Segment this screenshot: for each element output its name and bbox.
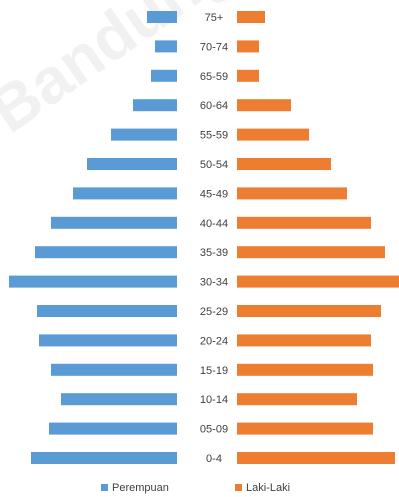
bar-perempuan-10-14 <box>61 393 177 406</box>
bar-laki-laki-65-59 <box>237 69 259 82</box>
bar-laki-laki-70-74 <box>237 40 259 53</box>
bar-laki-laki-15-19 <box>237 363 373 376</box>
age-label-30-34: 30-34 <box>200 277 228 289</box>
age-label-05-09: 05-09 <box>200 424 228 436</box>
age-label-0-4: 0-4 <box>206 453 222 465</box>
age-label-55-59: 55-59 <box>200 130 228 142</box>
bar-laki-laki-05-09 <box>237 422 373 435</box>
bar-laki-laki-45-49 <box>237 187 347 200</box>
legend-label-perempuan: Perempuan <box>112 482 169 494</box>
legend-label-laki-laki: Laki-Laki <box>246 482 290 494</box>
bar-perempuan-0-4 <box>31 452 177 464</box>
legend-swatch-perempuan <box>101 484 108 491</box>
age-label-10-14: 10-14 <box>200 394 228 406</box>
age-label-65-59: 65-59 <box>200 71 228 83</box>
age-label-70-74: 70-74 <box>200 41 228 53</box>
bar-perempuan-60-64 <box>133 99 177 112</box>
age-label-20-24: 20-24 <box>200 335 228 347</box>
bar-laki-laki-35-39 <box>237 246 385 259</box>
bar-perempuan-50-54 <box>87 158 177 170</box>
bar-laki-laki-25-29 <box>237 305 381 317</box>
age-label-25-29: 25-29 <box>200 306 228 318</box>
bar-perempuan-05-09 <box>49 422 177 435</box>
age-label-45-49: 45-49 <box>200 188 228 200</box>
bar-perempuan-55-59 <box>111 128 177 141</box>
bar-laki-laki-30-34 <box>237 275 399 288</box>
legend-swatch-laki-laki <box>235 484 242 491</box>
age-group-labels: 75+ 70-74 65-59 60-64 55-59 50-54 45-49 40-44 35… <box>200 12 228 465</box>
bar-laki-laki-55-59 <box>237 128 309 141</box>
age-label-60-64: 60-64 <box>200 100 228 112</box>
age-label-15-19: 15-19 <box>200 365 228 377</box>
bar-laki-laki-0-4 <box>237 452 395 464</box>
age-label-40-44: 40-44 <box>200 218 228 230</box>
age-label-50-54: 50-54 <box>200 159 228 171</box>
legend: Perempuan Laki-Laki <box>101 482 290 494</box>
bars-perempuan <box>9 11 177 464</box>
bar-perempuan-40-44 <box>51 216 177 229</box>
bar-perempuan-20-24 <box>39 334 177 347</box>
bar-laki-laki-40-44 <box>237 216 371 229</box>
bar-perempuan-75 <box>147 11 177 23</box>
bar-laki-laki-60-64 <box>237 99 291 112</box>
bar-laki-laki-75 <box>237 11 265 23</box>
bar-perempuan-35-39 <box>35 246 177 259</box>
age-label-75: 75+ <box>205 12 224 24</box>
bar-perempuan-45-49 <box>73 187 177 200</box>
bar-laki-laki-50-54 <box>237 158 331 170</box>
bar-perempuan-65-59 <box>151 69 177 82</box>
bar-laki-laki-10-14 <box>237 393 357 406</box>
age-label-35-39: 35-39 <box>200 247 228 259</box>
bar-perempuan-15-19 <box>51 363 177 376</box>
bar-perempuan-30-34 <box>9 275 177 288</box>
bars-laki-laki <box>237 11 399 464</box>
bar-perempuan-25-29 <box>37 305 177 317</box>
bar-laki-laki-20-24 <box>237 334 371 347</box>
bar-perempuan-70-74 <box>155 40 177 53</box>
